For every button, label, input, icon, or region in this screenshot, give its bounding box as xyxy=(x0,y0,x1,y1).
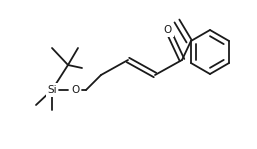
Text: O: O xyxy=(71,85,79,95)
Text: Si: Si xyxy=(47,85,57,95)
Text: O: O xyxy=(164,25,172,35)
